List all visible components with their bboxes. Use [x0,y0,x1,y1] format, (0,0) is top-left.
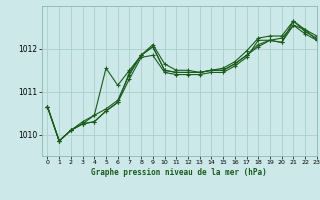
X-axis label: Graphe pression niveau de la mer (hPa): Graphe pression niveau de la mer (hPa) [91,168,267,177]
